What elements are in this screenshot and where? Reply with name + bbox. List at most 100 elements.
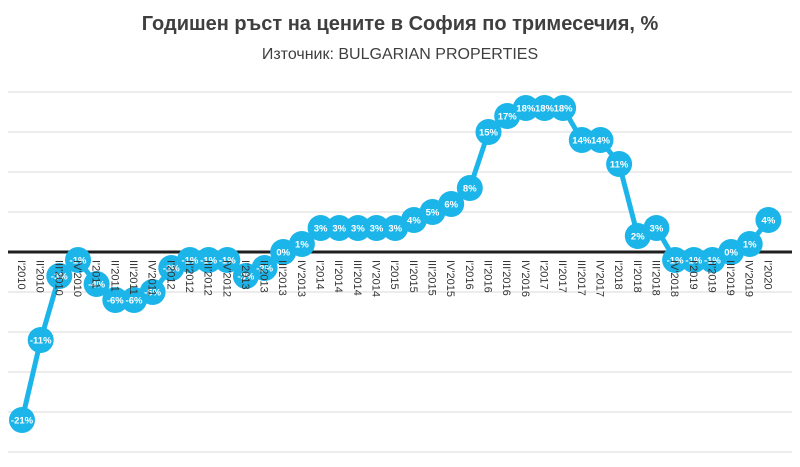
data-point-label: 3%	[332, 224, 346, 235]
data-point-label: 3%	[314, 224, 328, 235]
x-axis-label: II'2019	[705, 260, 717, 293]
x-axis-label: II'2013	[258, 260, 270, 293]
data-point-marker	[531, 95, 558, 121]
x-axis-label: I'2011	[90, 260, 102, 289]
x-axis-label: II'2018	[631, 260, 643, 293]
x-axis-label: II'2012	[183, 260, 195, 293]
data-point-label: -4%	[88, 280, 105, 291]
data-point-label: -11%	[30, 336, 52, 347]
data-point-marker	[214, 247, 241, 273]
data-point-label: -2%	[163, 264, 180, 275]
data-point-marker	[307, 215, 334, 241]
x-axis-label: II'2014	[332, 260, 344, 293]
data-point-marker	[587, 127, 614, 153]
data-point-label: 18%	[516, 104, 536, 115]
data-point-label: 17%	[498, 112, 518, 123]
x-axis-label: IV'2010	[71, 260, 83, 297]
data-point-label: -6%	[126, 296, 143, 307]
x-axis-label: IV'2017	[594, 260, 606, 297]
x-axis-label: I'2018	[612, 260, 624, 290]
x-axis-label: I'2010	[15, 260, 27, 290]
data-point-label: 15%	[479, 128, 499, 139]
x-axis-label: III'2015	[426, 260, 438, 296]
data-point-marker	[363, 215, 390, 241]
data-point-label: 14%	[591, 136, 611, 147]
x-axis-label: I'2015	[388, 260, 400, 290]
data-point-label: 3%	[370, 224, 384, 235]
x-axis-label: IV'2018	[668, 260, 680, 297]
chart-title: Годишен ръст на цените в София по тримес…	[141, 13, 659, 35]
data-point-label: 0%	[724, 248, 738, 259]
data-point-label: -1%	[704, 256, 721, 267]
data-point-marker	[326, 215, 353, 241]
quarterly-price-growth-line-chart: -21%-11%-3%-1%-4%-6% -6%-5%-2%-1% -1% -1%-3…	[8, 91, 792, 453]
x-axis-label: IV'2013	[295, 260, 307, 297]
data-point-marker	[736, 231, 763, 257]
data-point-label: 14%	[572, 136, 592, 147]
x-axis-label: I'2019	[687, 260, 699, 290]
data-point-marker	[65, 247, 91, 273]
data-point-marker	[512, 95, 539, 121]
data-point-marker	[550, 95, 577, 121]
x-axis-label: III'2013	[276, 260, 288, 296]
chart-subtitle: Източник: BULGARIAN PROPERTIES	[261, 46, 539, 63]
data-point-label: -5%	[144, 288, 161, 299]
data-point-label: 3%	[351, 224, 365, 235]
data-point-label: 3%	[650, 224, 664, 235]
x-axis-label: I'2020	[761, 260, 773, 290]
data-point-label: 6%	[444, 200, 458, 211]
data-point-label: -1%	[667, 256, 684, 267]
data-point-marker	[643, 215, 670, 241]
x-axis-label: IV'2011	[146, 260, 158, 296]
data-point-label: 8%	[463, 184, 477, 195]
data-point-label: 1%	[295, 240, 309, 251]
x-axis-label: III'2011	[127, 260, 139, 295]
data-point-label: 2%	[631, 232, 645, 243]
data-point-label: 4%	[407, 216, 421, 227]
x-axis-label: IV'2016	[519, 260, 531, 297]
data-point-label: -21%	[11, 416, 34, 427]
data-point-label: -1%	[70, 256, 87, 267]
x-axis-label: III'2019	[724, 260, 736, 296]
data-point-label: 11%	[610, 160, 629, 171]
data-point-marker	[195, 247, 222, 273]
x-axis-label: IV'2014	[370, 260, 382, 297]
data-point-marker	[83, 271, 110, 297]
data-point-label: -1%	[200, 256, 217, 267]
data-point-marker	[344, 215, 371, 241]
data-point-label: -2%	[256, 264, 273, 275]
data-point-marker	[176, 247, 203, 273]
data-point-label: 3%	[388, 224, 402, 235]
x-axis-label: II'2015	[407, 260, 419, 293]
x-axis-label: I'2014	[314, 260, 326, 290]
x-axis-label: I'2012	[164, 260, 176, 290]
data-point-label: 18%	[554, 104, 574, 115]
data-point-marker	[139, 279, 166, 305]
x-axis-label: I'2017	[538, 260, 550, 290]
data-point-marker	[46, 263, 73, 289]
data-point-marker	[456, 175, 483, 201]
data-point-label: -1%	[685, 256, 702, 267]
x-axis-label: I'2016	[463, 260, 475, 290]
x-axis-label: II'2016	[482, 260, 494, 293]
data-point-marker	[288, 231, 315, 257]
data-point-label: -3%	[51, 272, 68, 283]
data-point-marker	[662, 247, 689, 273]
x-axis-label: I'2013	[239, 260, 251, 290]
data-point-label: -1%	[219, 256, 236, 267]
x-axis-label: III'2017	[575, 260, 587, 296]
data-point-label: -1%	[181, 256, 198, 267]
x-axis-label: IV'2019	[743, 260, 755, 297]
x-axis-label: IV'2015	[444, 260, 456, 297]
chart-header: Годишен ръст на цените в София по тримес…	[0, 0, 800, 64]
data-point-label: 5%	[426, 208, 440, 219]
x-axis-label: III'2016	[500, 260, 512, 296]
x-axis-label: III'2014	[351, 260, 363, 296]
x-axis-label: II'2010	[34, 260, 46, 293]
data-point-label: 4%	[762, 216, 776, 227]
data-point-marker	[606, 151, 633, 177]
data-point-marker	[9, 407, 35, 433]
data-point-marker	[251, 255, 278, 281]
data-point-marker	[27, 327, 54, 353]
